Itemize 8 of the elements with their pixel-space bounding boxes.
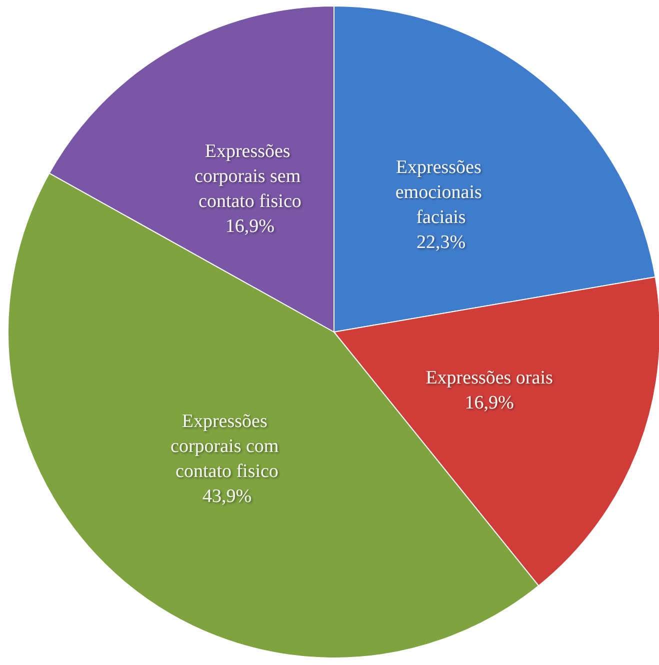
data-label: 43,9%	[202, 486, 252, 507]
data-label: 16,9%	[225, 216, 275, 237]
slice-label: Expressões corporais com contato fisico	[170, 410, 284, 482]
slice-label: Expressões orais	[426, 368, 553, 389]
slice-label: Expressões emocionais faciais	[395, 157, 487, 228]
slice-label: Expressões corporais sem contato fisico	[194, 140, 306, 212]
data-label: 16,9%	[464, 392, 514, 414]
data-label: 22,3%	[416, 232, 466, 254]
